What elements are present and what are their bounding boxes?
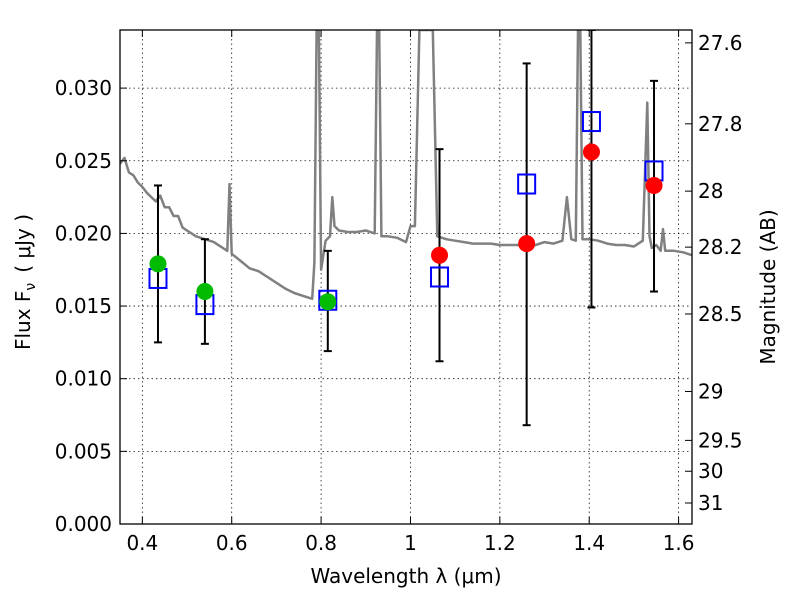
x-axis-label: Wavelength λ (μm): [310, 564, 501, 588]
observed-flux-point: [319, 293, 337, 311]
y-axis-label: Flux Fν ( μJy ): [11, 214, 39, 350]
y2-tick-label: 28.5: [698, 302, 743, 326]
y-tick-label: 0.030: [55, 76, 112, 100]
observed-flux-point: [196, 283, 214, 301]
y-tick-label: 0.020: [55, 221, 112, 245]
right-axis-label: Magnitude (AB): [756, 209, 780, 364]
y-tick-label: 0.015: [55, 294, 112, 318]
y-tick-label: 0.010: [55, 367, 112, 391]
y2-tick-label: 30: [698, 459, 723, 483]
y-axis-label-subscript: ν: [23, 283, 39, 291]
x-tick-label: 0.4: [126, 531, 158, 555]
ticks: 0.4 0.6 0.8 1 1.2 1.4 1.6 0.000 0.005 0.010 0.015 0…: [55, 30, 743, 555]
y-axis-label-unit: ( μJy ): [11, 214, 35, 273]
axes-frame: [119, 29, 693, 525]
y2-tick-label: 29: [698, 379, 723, 403]
x-tick-label: 0.6: [216, 531, 248, 555]
y-axis-label-main: Flux F: [11, 291, 35, 350]
y2-tick-label: 28: [698, 179, 723, 203]
observed-flux-point: [431, 246, 449, 264]
y-tick-label: 0.025: [55, 149, 112, 173]
y-tick-label: 0.000: [55, 512, 112, 536]
observed-flux-point: [645, 176, 663, 194]
plot-area: [120, 30, 692, 427]
series-circle: [149, 255, 337, 311]
x-tick-label: 1.6: [663, 531, 695, 555]
x-tick-label: 1.2: [484, 531, 516, 555]
x-tick-label: 1: [404, 531, 417, 555]
x-tick-label: 0.8: [305, 531, 337, 555]
x-tick-label: 1.4: [573, 531, 605, 555]
model-square-point: [430, 266, 450, 288]
series-circle: [431, 143, 663, 264]
model-square-point: [517, 173, 537, 195]
observed-flux-point: [149, 255, 167, 273]
y-tick-label: 0.005: [55, 439, 112, 463]
y2-tick-label: 29.5: [698, 428, 743, 452]
y2-tick-label: 27.6: [698, 31, 743, 55]
series-square: [148, 111, 664, 316]
observed-flux-point: [582, 143, 600, 161]
y2-tick-label: 28.2: [698, 235, 743, 259]
model-square-point: [581, 111, 601, 133]
observed-flux-point: [518, 235, 536, 253]
y2-tick-label: 27.8: [698, 112, 743, 136]
y2-tick-label: 31: [698, 491, 723, 515]
